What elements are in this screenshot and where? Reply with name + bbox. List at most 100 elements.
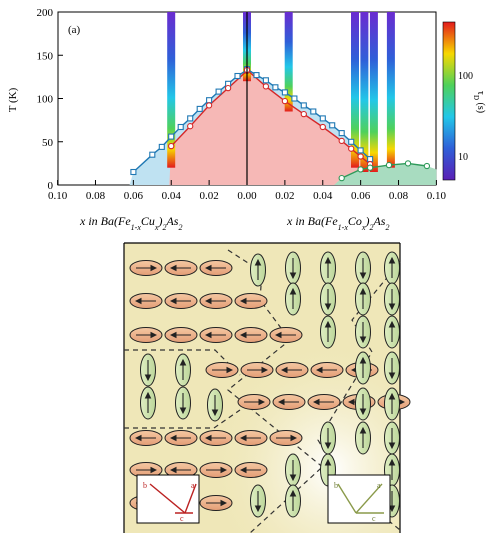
relaxation-stripe-6 (386, 12, 395, 168)
right-x-tick-label-3: 0.08 (389, 190, 409, 202)
domain-walls (124, 249, 401, 534)
domain-wall-4 (249, 261, 401, 534)
cu-structural-point-10 (149, 151, 156, 158)
co-structural-point-2 (262, 77, 269, 84)
co-superconducting-point-3 (385, 161, 393, 169)
left-x-tick-label-3: 0.04 (162, 190, 182, 202)
co-structural-point-3 (272, 84, 279, 91)
left-inset-b-label: b (143, 481, 147, 490)
data-points (130, 66, 431, 182)
left-inset-b-axis (149, 483, 186, 514)
relaxation-stripe-0 (167, 12, 176, 168)
co-magnetic-point-4 (319, 123, 326, 131)
y-tick-label-3: 150 (37, 50, 54, 62)
co-structural-point-6 (300, 102, 307, 109)
cu-structural-point-6 (187, 115, 194, 122)
cu-magnetic-point-1 (224, 84, 232, 92)
vertical-domain-arrows (140, 251, 400, 518)
left-inset-a-label: a (191, 481, 195, 490)
cu-structural-point-11 (130, 168, 137, 176)
left-axes-inset: b a c (136, 474, 200, 524)
colorbar-label: τD (s) (472, 91, 486, 113)
co-magnetic-point-5 (338, 137, 345, 145)
co-magnetic-point-1 (262, 83, 270, 90)
relaxation-stripe-2 (284, 12, 293, 112)
domain-wall-2 (124, 349, 241, 376)
cu-structural-point-8 (168, 133, 175, 140)
left-x-tick-label-4: 0.02 (199, 190, 218, 202)
right-x-tick-label-2: 0.06 (351, 190, 371, 202)
cu-structural-point-5 (196, 105, 203, 112)
co-superconducting-region (334, 163, 437, 185)
right-x-tick-label-4: 0.10 (427, 190, 447, 202)
right-inset-a-axis (355, 483, 383, 514)
cu-magnetic-region (169, 70, 247, 185)
domain-illustration: b a c b a c (123, 242, 411, 534)
co-magnetic-point-6 (348, 145, 355, 152)
right-inset-a-label: a (377, 481, 381, 490)
cu-structural-point-1 (234, 72, 241, 80)
left-x-axis-label: x in Ba(Fe1-xCux)2As2 (79, 214, 182, 232)
co-superconducting-line (341, 162, 427, 179)
y-tick-label-4: 200 (37, 7, 54, 19)
co-structural-point-8 (319, 115, 326, 122)
left-inset-a-axis (184, 483, 197, 514)
co-superconducting-point-2 (366, 164, 374, 171)
cu-magnetic-point-4 (168, 142, 175, 150)
left-x-tick-label-2: 0.06 (124, 190, 144, 202)
co-magnetic-region (247, 70, 374, 185)
right-x-axis-label: x in Ba(Fe1-xCox)2As2 (286, 214, 389, 232)
co-magnetic-point-7 (357, 153, 364, 160)
domain-wall-3 (124, 409, 241, 429)
cu-structural-point-7 (177, 123, 184, 131)
cu-structural-point-4 (206, 97, 213, 104)
cu-structural-point-3 (215, 88, 222, 95)
co-magnetic-point-2 (281, 97, 289, 105)
co-structural-point-7 (310, 108, 317, 115)
right-x-tick-label-0: 0.02 (275, 190, 294, 202)
co-structural-point-1 (253, 72, 260, 79)
co-structural-point-10 (338, 130, 345, 137)
co-structural-point-5 (291, 95, 298, 102)
co-structural-point-11 (348, 138, 355, 145)
co-structural-point-4 (281, 89, 288, 96)
left-x-tick-label-0: 0.10 (48, 190, 68, 202)
colorbar-tick-10: 10 (458, 152, 468, 163)
horizontal-domain-arrows (129, 260, 411, 511)
right-x-tick-label-1: 0.04 (313, 190, 333, 202)
phase-diagram-chart: 0 50 100 150 200 0.10 0.08 0.06 0.04 0.02 0.00 0.0… (7, 7, 486, 232)
cu-magnetic-point-3 (187, 123, 194, 130)
y-tick-label-0: 0 (48, 180, 54, 192)
domain-wall-1 (227, 249, 401, 531)
x-axis-ticks: 0.10 0.08 0.06 0.04 0.02 0.00 0.02 0.04 0.06 0.08… (48, 180, 447, 202)
co-magnetic-point-3 (300, 110, 307, 118)
right-axes-inset: b a c (327, 474, 391, 524)
relaxation-stripe-5 (369, 12, 378, 172)
co-structural-point-12 (357, 147, 364, 154)
co-superconducting-point-0 (338, 174, 345, 182)
y-axis-label: T (K) (7, 87, 19, 112)
colorbar-tick-100: 100 (458, 71, 473, 82)
co-structural-point-9 (329, 122, 336, 129)
right-inset-b-label: b (334, 481, 338, 490)
relaxation-stripe-4 (360, 12, 369, 172)
right-inset-c-label: c (372, 514, 376, 523)
co-structural-point-13 (367, 156, 374, 163)
cu-structural-point-9 (158, 143, 165, 150)
left-inset-c-label: c (180, 514, 184, 523)
left-x-tick-label-1: 0.08 (86, 190, 106, 202)
cu-magnetic-point-2 (205, 102, 213, 109)
colorbar (442, 21, 456, 181)
panel-label: (a) (68, 24, 81, 36)
right-inset-b-axis (337, 483, 357, 514)
y-axis-ticks: 0 50 100 150 200 (37, 7, 63, 192)
co-superconducting-point-5 (423, 162, 431, 170)
left-x-tick-label-5: 0.00 (237, 190, 257, 202)
right-inset-box (327, 474, 391, 524)
y-tick-label-2: 100 (37, 94, 54, 106)
co-superconducting-point-1 (357, 166, 364, 173)
y-tick-label-1: 50 (42, 137, 54, 149)
co-superconducting-point-4 (404, 160, 412, 167)
relaxation-stripe-3 (351, 12, 359, 168)
